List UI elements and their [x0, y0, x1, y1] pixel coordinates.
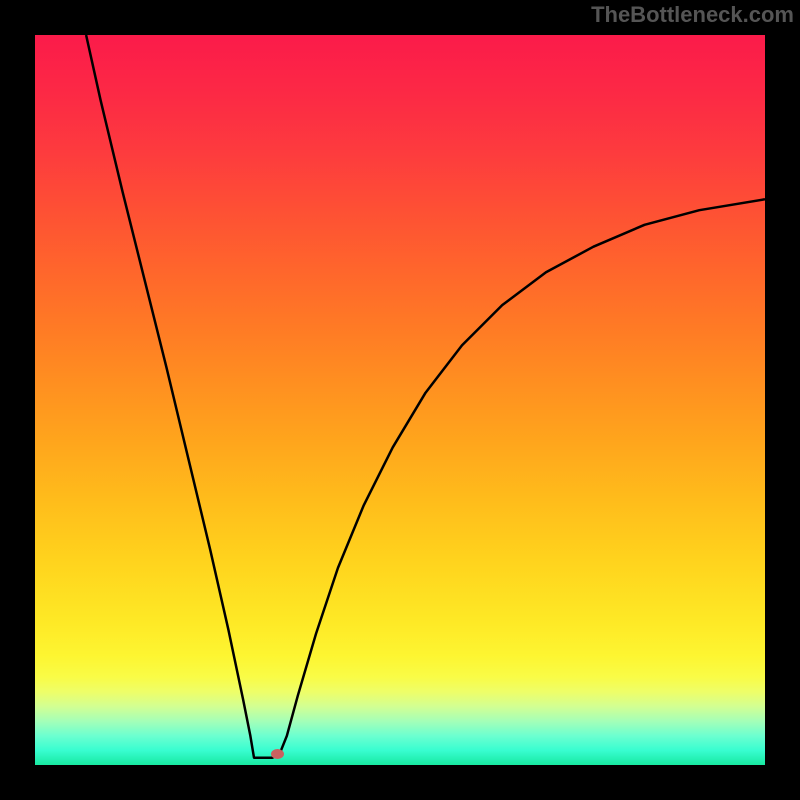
- border-right: [765, 0, 800, 800]
- plot-svg: [35, 35, 765, 765]
- border-bottom: [0, 765, 800, 800]
- watermark-text: TheBottleneck.com: [591, 2, 794, 28]
- minimum-marker: [271, 749, 284, 759]
- chart-container: TheBottleneck.com: [0, 0, 800, 800]
- gradient-background: [35, 35, 765, 765]
- border-left: [0, 0, 35, 800]
- plot-area: [35, 35, 765, 765]
